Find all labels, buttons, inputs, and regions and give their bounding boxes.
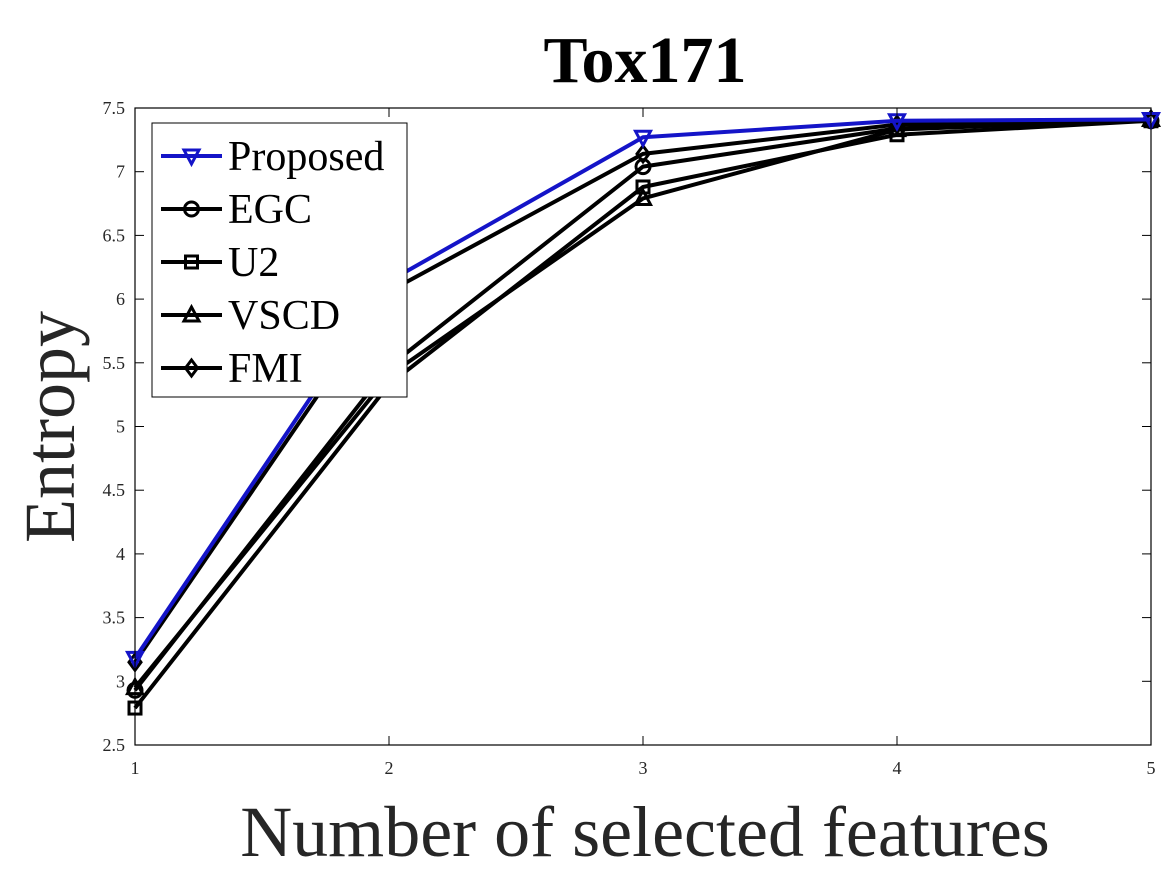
x-tick-label: 3 [639, 758, 648, 778]
legend-item-vscd: VSCD [161, 293, 340, 339]
legend-item-u2: U2 [161, 240, 279, 286]
y-tick-label: 7.5 [103, 98, 126, 118]
y-tick-label: 6.5 [103, 225, 126, 245]
x-tick-label: 5 [1147, 758, 1156, 778]
legend-label-egc: EGC [228, 187, 312, 233]
data-point-proposed-3 [632, 129, 654, 149]
series-line-fmi [133, 117, 1152, 664]
y-tick-label: 7 [116, 162, 125, 182]
chart-title: Tox171 [544, 24, 747, 97]
y-tick-label: 6 [116, 289, 125, 309]
legend-marker-proposed [181, 148, 202, 168]
y-tick-label: 3 [116, 671, 125, 691]
legend-marker-egc [183, 200, 200, 218]
y-tick-label: 2.5 [103, 735, 126, 755]
data-point-vscd-3 [632, 187, 654, 206]
y-tick-label: 5 [116, 417, 125, 437]
legend-marker-u2 [184, 254, 199, 270]
legend-label-u2: U2 [228, 240, 279, 286]
ticks-layer: 1 2 3 4 5 2.5 3 3.5 4 4.5 5 5.5 6 6.5 7 7.5 [103, 98, 1156, 778]
legend-marker-fmi [183, 357, 200, 379]
x-axis-label: Number of selected features [240, 792, 1050, 872]
legend-item-fmi: FMI [161, 346, 303, 392]
legend: Proposed EGC U2 VSCD FMI [151, 122, 408, 398]
legend-item-egc: EGC [161, 187, 312, 233]
y-tick-label: 4.5 [103, 480, 126, 500]
legend-marker-vscd [181, 303, 202, 323]
y-tick-label: 5.5 [103, 353, 126, 373]
y-tick-label: 4 [116, 544, 125, 564]
series-line-proposed [133, 117, 1152, 660]
x-tick-label: 1 [131, 758, 140, 778]
data-point-fmi-3 [635, 143, 651, 165]
legend-label-proposed: Proposed [228, 134, 384, 180]
legend-label-fmi: FMI [228, 346, 303, 392]
series-line-vscd [133, 117, 1152, 689]
legend-item-proposed: Proposed [161, 134, 384, 180]
x-tick-label: 2 [385, 758, 394, 778]
series-line-u2 [133, 118, 1152, 710]
x-tick-label: 4 [893, 758, 902, 778]
y-tick-label: 3.5 [103, 608, 126, 628]
y-axis-label: Entropy [10, 311, 90, 543]
legend-label-vscd: VSCD [228, 293, 340, 339]
